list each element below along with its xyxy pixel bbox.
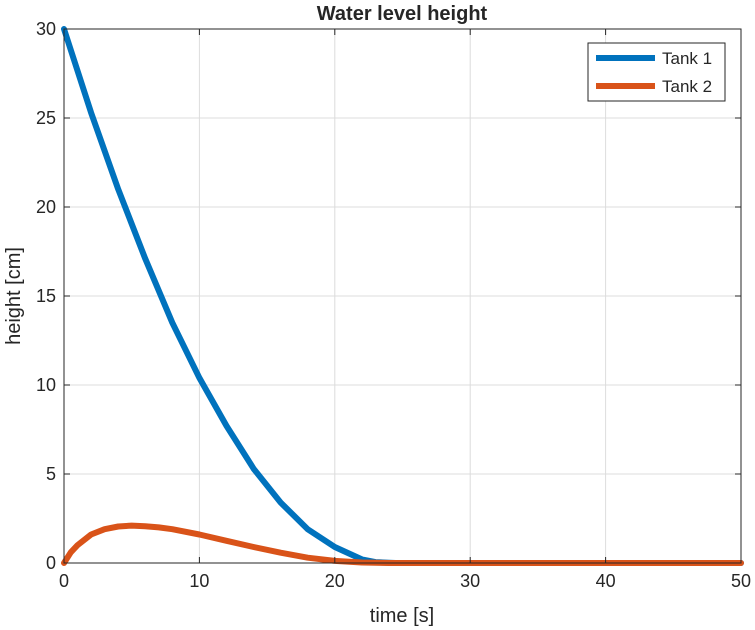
x-tick-label: 10 bbox=[189, 571, 209, 591]
y-tick-label: 30 bbox=[36, 19, 56, 39]
x-tick-label: 20 bbox=[325, 571, 345, 591]
x-tick-label: 40 bbox=[596, 571, 616, 591]
legend: Tank 1 Tank 2 bbox=[587, 42, 726, 102]
legend-label-tank-1: Tank 1 bbox=[662, 49, 712, 68]
x-tick-label: 30 bbox=[460, 571, 480, 591]
y-tick-label: 0 bbox=[46, 553, 56, 573]
y-tick-label: 20 bbox=[36, 197, 56, 217]
x-tick-label: 50 bbox=[731, 571, 751, 591]
grid-lines bbox=[64, 29, 741, 563]
x-tick-label: 0 bbox=[59, 571, 69, 591]
y-axis-label: height [cm] bbox=[3, 247, 25, 345]
legend-label-tank-2: Tank 2 bbox=[662, 77, 712, 96]
x-axis-label: time [s] bbox=[370, 605, 434, 627]
y-tick-label: 5 bbox=[46, 464, 56, 484]
legend-box bbox=[587, 42, 726, 102]
y-tick-label: 25 bbox=[36, 108, 56, 128]
axis-ticks: 0 10 20 30 40 50 0 5 10 15 20 25 30 bbox=[36, 19, 751, 591]
y-tick-label: 15 bbox=[36, 286, 56, 306]
y-tick-label: 10 bbox=[36, 375, 56, 395]
chart-title: Water level height bbox=[317, 3, 488, 25]
